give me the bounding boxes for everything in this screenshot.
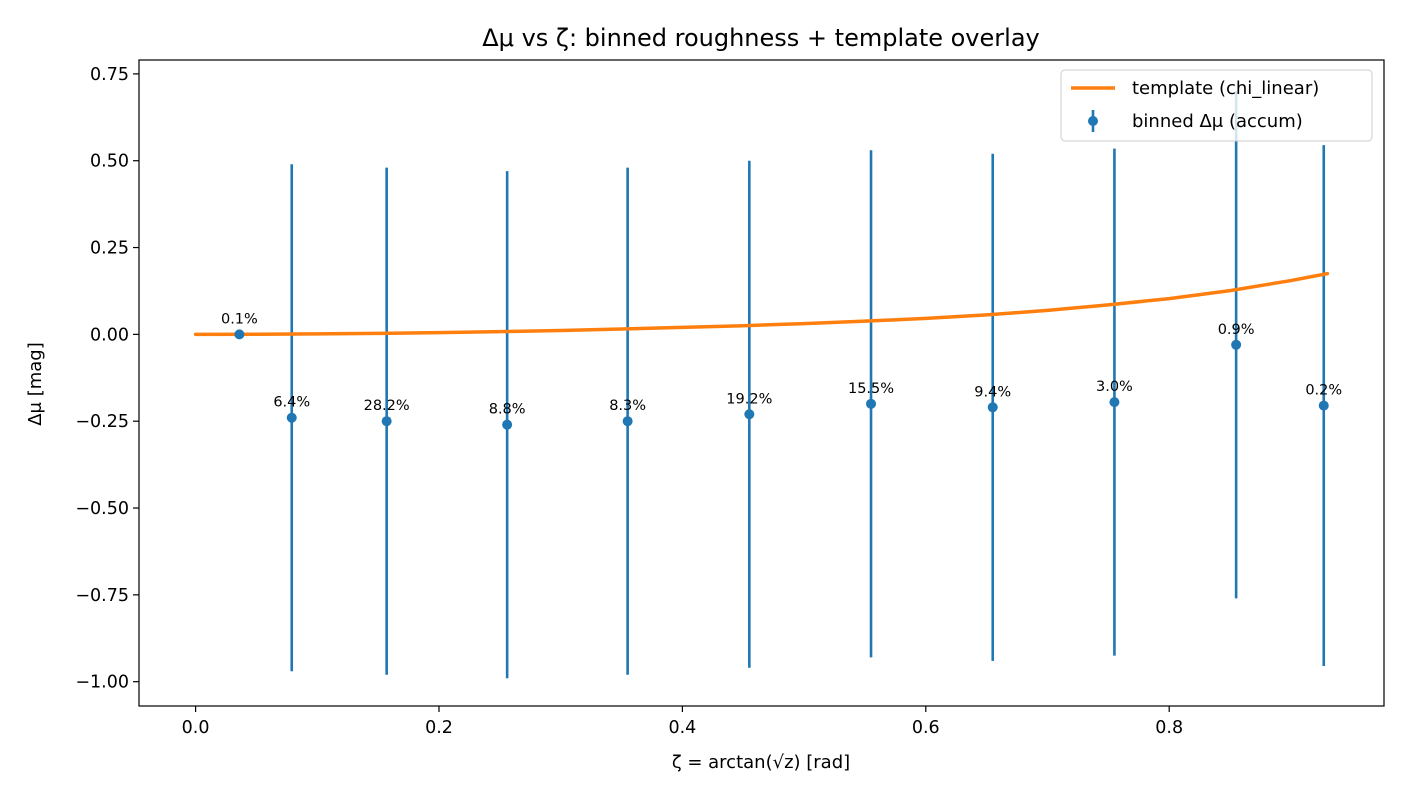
x-tick-label: 0.8 — [1155, 718, 1183, 738]
data-label: 0.9% — [1218, 322, 1255, 338]
data-point — [502, 419, 513, 430]
data-point — [1318, 400, 1329, 411]
legend: template (chi_linear)binned Δμ (accum) — [1060, 69, 1373, 142]
x-axis-label: ζ = arctan(√z) [rad] — [672, 752, 850, 773]
y-tick-label: −0.75 — [75, 586, 129, 606]
data-label: 3.0% — [1096, 379, 1133, 395]
data-point — [234, 329, 245, 340]
data-label: 28.2% — [364, 398, 410, 414]
data-point — [286, 412, 297, 423]
data-label: 6.4% — [273, 395, 310, 411]
y-tick-label: 0.25 — [90, 239, 129, 259]
y-tick-label: −1.00 — [75, 673, 129, 693]
chart-title: Δμ vs ζ: binned roughness + template ove… — [482, 24, 1039, 52]
template-line — [193, 271, 1330, 337]
legend-label-template: template (chi_linear) — [1132, 78, 1319, 99]
legend-point-swatch — [1088, 116, 1098, 126]
legend-label-binned: binned Δμ (accum) — [1132, 111, 1303, 132]
data-label: 0.1% — [221, 311, 258, 327]
y-axis-label: Δμ [mag] — [25, 342, 46, 426]
data-point — [1109, 397, 1120, 408]
y-tick-label: 0.00 — [90, 325, 129, 345]
legend-box — [1060, 69, 1373, 142]
data-point — [744, 409, 755, 420]
x-tick-label: 0.2 — [425, 718, 453, 738]
y-tick-label: −0.50 — [75, 499, 129, 519]
y-tick-label: 0.75 — [90, 65, 129, 85]
x-tick-label: 0.0 — [182, 718, 210, 738]
x-tick-label: 0.4 — [668, 718, 696, 738]
data-point — [866, 398, 877, 409]
y-tick-label: 0.50 — [90, 152, 129, 172]
data-point — [622, 416, 633, 427]
data-label: 8.3% — [609, 398, 646, 414]
data-point — [987, 402, 998, 413]
data-label: 15.5% — [848, 381, 894, 397]
x-tick-label: 0.6 — [912, 718, 940, 738]
data-label: 8.8% — [489, 402, 526, 418]
data-point — [381, 416, 392, 427]
plot-area: 0.0 0.2 0.4 0.6 0.8 0.75 0.50 0.25 0.00 −0.25 −0.5… — [75, 59, 1385, 738]
data-label: 9.4% — [974, 384, 1011, 400]
y-tick-label: −0.25 — [75, 412, 129, 432]
data-label: 19.2% — [726, 391, 772, 407]
axes-frame — [138, 59, 1385, 707]
data-point — [1231, 339, 1242, 350]
data-label: 0.2% — [1305, 383, 1342, 399]
